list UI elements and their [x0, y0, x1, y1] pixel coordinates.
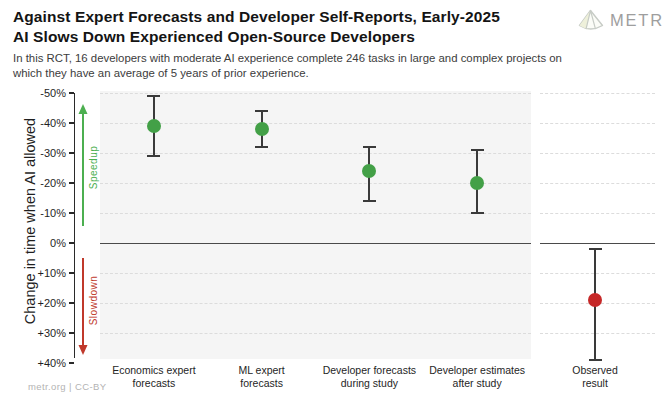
gridline: [540, 333, 655, 334]
error-bar-cap-bottom: [255, 146, 268, 148]
y-tick: [69, 272, 74, 274]
error-bar-cap-bottom: [147, 155, 160, 157]
error-bar-cap-bottom: [471, 212, 484, 214]
gridline: [100, 153, 531, 154]
gridline: [100, 183, 531, 184]
y-axis-line: [74, 93, 76, 358]
gridline: [540, 183, 655, 184]
y-tick: [69, 182, 74, 184]
error-bar-cap-bottom: [589, 359, 602, 361]
y-tick: [69, 332, 74, 334]
observed-panel: [540, 91, 655, 359]
footer-credit: metr.org | CC-BY: [28, 381, 107, 392]
y-tick-label: +10%: [18, 267, 66, 279]
y-tick: [69, 122, 74, 124]
gridline: [100, 333, 531, 334]
point-dot: [588, 293, 602, 307]
y-tick: [69, 362, 74, 364]
error-bar-cap-top: [363, 146, 376, 148]
zero-line: [100, 243, 531, 245]
error-bar-cap-bottom: [363, 200, 376, 202]
y-tick: [69, 212, 74, 214]
error-bar-cap-top: [147, 95, 160, 97]
y-tick-label: -40%: [18, 117, 66, 129]
zero-line: [540, 243, 655, 245]
y-tick-label: +20%: [18, 297, 66, 309]
gridline: [540, 93, 655, 94]
y-tick: [69, 92, 74, 94]
gridline: [100, 213, 531, 214]
gridline: [100, 93, 531, 94]
y-tick-label: +30%: [18, 327, 66, 339]
y-tick-label: -50%: [18, 87, 66, 99]
gridline: [540, 153, 655, 154]
forecasts-panel: [100, 91, 531, 359]
gridline: [100, 273, 531, 274]
y-tick: [69, 152, 74, 154]
y-tick-label: +40%: [18, 357, 66, 369]
gridline: [100, 303, 531, 304]
point-dot: [147, 119, 161, 133]
x-axis-label: Observed result: [520, 364, 665, 389]
plot-area: Change in time when AI allowed Speedup S…: [0, 0, 665, 400]
y-tick-label: -20%: [18, 177, 66, 189]
gridline: [540, 273, 655, 274]
y-tick-label: -30%: [18, 147, 66, 159]
speedup-label: Speedup: [88, 133, 99, 203]
y-tick: [69, 302, 74, 304]
gridline: [540, 123, 655, 124]
y-tick-label: -10%: [18, 207, 66, 219]
gridline: [100, 123, 531, 124]
gridline: [540, 213, 655, 214]
point-dot: [255, 122, 269, 136]
y-tick: [69, 242, 74, 244]
metr-chart-page: Against Expert Forecasts and Developer S…: [0, 0, 665, 400]
error-bar-cap-top: [471, 149, 484, 151]
error-bar-cap-top: [589, 248, 602, 250]
y-tick-label: 0%: [18, 237, 66, 249]
error-bar-cap-top: [255, 110, 268, 112]
slowdown-label: Slowdown: [88, 266, 99, 336]
y-axis-title: Change in time when AI allowed: [22, 91, 38, 351]
